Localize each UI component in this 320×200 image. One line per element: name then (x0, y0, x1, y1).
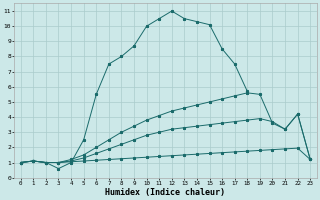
X-axis label: Humidex (Indice chaleur): Humidex (Indice chaleur) (106, 188, 226, 197)
